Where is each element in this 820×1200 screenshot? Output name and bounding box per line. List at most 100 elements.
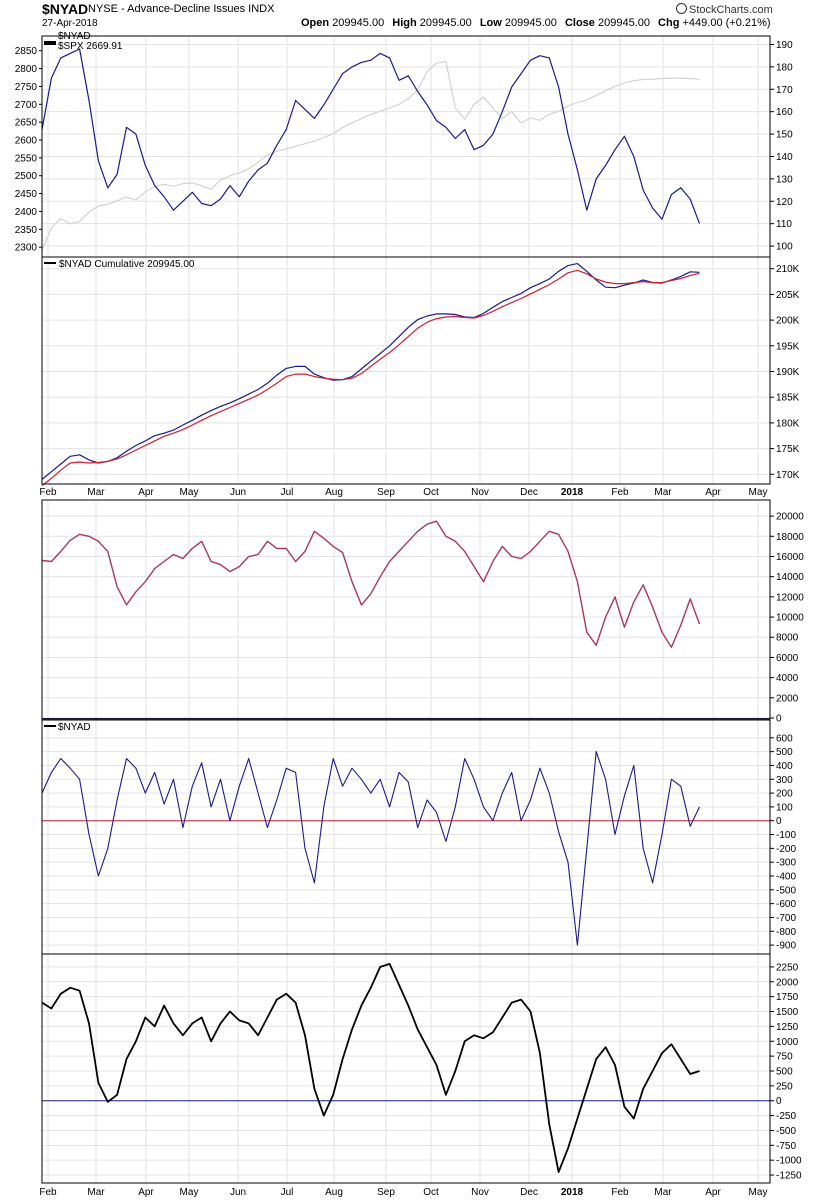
right-tick-label: 140 — [776, 152, 793, 163]
right-tick-label: 110 — [776, 219, 792, 230]
month-label: Apr — [138, 1187, 154, 1198]
left-tick-label: 2700 — [15, 100, 38, 111]
navy-osc-line — [41, 751, 700, 946]
right-tick-label: -250 — [776, 1111, 796, 1122]
legend-label: $NYAD Cumulative 209945.00 — [59, 259, 195, 270]
left-tick-label: 2300 — [15, 243, 38, 254]
month-label: Sep — [377, 1187, 395, 1198]
right-tick-label: 1000 — [776, 1037, 799, 1048]
right-tick-label: 12000 — [776, 592, 804, 603]
left-tick-label: 2600 — [15, 136, 38, 147]
right-tick-label: -800 — [776, 927, 796, 938]
right-tick-label: 170K — [776, 470, 800, 481]
gridlines — [42, 720, 770, 954]
month-label: May — [180, 487, 199, 498]
right-tick-label: 600 — [776, 733, 793, 744]
close-label: Close — [564, 17, 595, 29]
month-label: Mar — [87, 487, 105, 498]
navy-oscillator-frame — [41, 719, 771, 955]
brand-logo-icon — [676, 3, 687, 14]
symbol-title: $NYAD — [42, 1, 89, 17]
right-axis-ticks: 2000018000160001400012000100008000600040… — [770, 512, 804, 725]
legend-spx: $SPX 2669.91 — [58, 41, 123, 52]
gridlines — [42, 500, 770, 720]
right-tick-label: 195K — [776, 341, 800, 352]
right-tick-label: 190 — [776, 40, 793, 51]
left-tick-label: 2800 — [15, 64, 38, 75]
left-tick-label: 2750 — [15, 82, 38, 93]
right-tick-label: -500 — [776, 885, 796, 896]
brand-text: StockCharts.com — [689, 4, 773, 16]
right-tick-label: 1250 — [776, 1022, 799, 1033]
right-tick-label: 400 — [776, 761, 793, 772]
right-tick-label: -300 — [776, 858, 796, 869]
right-tick-label: 2250 — [776, 962, 799, 973]
right-tick-label: 0 — [776, 714, 782, 725]
legend-label: $NYAD — [58, 722, 91, 733]
month-label: Aug — [325, 1187, 343, 1198]
right-tick-label: 100 — [776, 802, 793, 813]
right-tick-label: 210K — [776, 264, 800, 275]
chg-value: +449.00 (+0.21%) — [682, 17, 771, 29]
low-label: Low — [479, 17, 502, 29]
right-tick-label: 185K — [776, 393, 800, 404]
month-label: Oct — [423, 487, 439, 498]
open-value: 209945.00 — [332, 17, 385, 29]
right-tick-label: 6000 — [776, 653, 799, 664]
symbol-description: NYSE - Advance-Decline Issues INDX — [88, 3, 275, 15]
low-value: 209945.00 — [504, 17, 557, 29]
right-tick-label: 2000 — [776, 693, 799, 704]
right-tick-label: 16000 — [776, 552, 804, 563]
right-tick-label: 1750 — [776, 992, 799, 1003]
month-label: Apr — [705, 1187, 721, 1198]
brand-link[interactable]: StockCharts.com — [676, 3, 773, 16]
month-label: May — [749, 487, 768, 498]
right-tick-label: 14000 — [776, 572, 804, 583]
month-label: Jul — [281, 487, 294, 498]
right-tick-label: 175K — [776, 444, 800, 455]
right-tick-label: -1250 — [776, 1171, 802, 1182]
right-tick-label: -900 — [776, 941, 796, 952]
spx-line — [41, 60, 700, 251]
right-tick-label: 20000 — [776, 512, 804, 523]
month-label: Dec — [520, 1187, 538, 1198]
gridlines — [42, 954, 770, 1183]
black-osc-line — [41, 963, 700, 1173]
right-tick-label: -700 — [776, 913, 796, 924]
month-label: May — [180, 1187, 199, 1198]
right-tick-label: -1000 — [776, 1156, 802, 1167]
right-tick-label: 200 — [776, 789, 793, 800]
month-label: 2018 — [561, 1187, 584, 1198]
left-axis-ticks: 2850 2800 2750 2700 2650 2600 2550 2500 2450 2400… — [15, 46, 42, 254]
right-tick-label: 190K — [776, 367, 800, 378]
month-label: Mar — [654, 1187, 672, 1198]
open-label: Open — [301, 17, 330, 29]
high-label: High — [392, 17, 417, 29]
right-tick-label: -100 — [776, 830, 796, 841]
month-label: Apr — [705, 487, 721, 498]
right-tick-label: 200K — [776, 316, 800, 327]
right-tick-label: 120 — [776, 197, 793, 208]
left-tick-label: 2450 — [15, 189, 38, 200]
right-tick-label: -200 — [776, 844, 796, 855]
left-tick-label: 2350 — [15, 225, 38, 236]
right-tick-label: 130 — [776, 174, 793, 185]
right-tick-label: 180 — [776, 62, 793, 73]
month-label: Jun — [230, 1187, 246, 1198]
month-label: Nov — [471, 1187, 489, 1198]
left-tick-label: 2650 — [15, 118, 38, 129]
right-tick-label: 1500 — [776, 1007, 799, 1018]
month-label: Mar — [654, 487, 672, 498]
right-tick-label: 4000 — [776, 673, 799, 684]
close-value: 209945.00 — [597, 17, 650, 29]
month-label: Feb — [611, 1187, 629, 1198]
right-tick-label: -600 — [776, 899, 796, 910]
right-tick-label: 300 — [776, 775, 793, 786]
chart-date: 27-Apr-2018 — [42, 18, 98, 29]
right-tick-label: 0 — [776, 816, 782, 827]
ohlc-readout: Open 209945.00 High 209945.00 Low 209945… — [301, 17, 776, 29]
month-label: Jun — [230, 487, 246, 498]
month-label: Oct — [423, 1187, 439, 1198]
right-tick-label: -750 — [776, 1141, 796, 1152]
